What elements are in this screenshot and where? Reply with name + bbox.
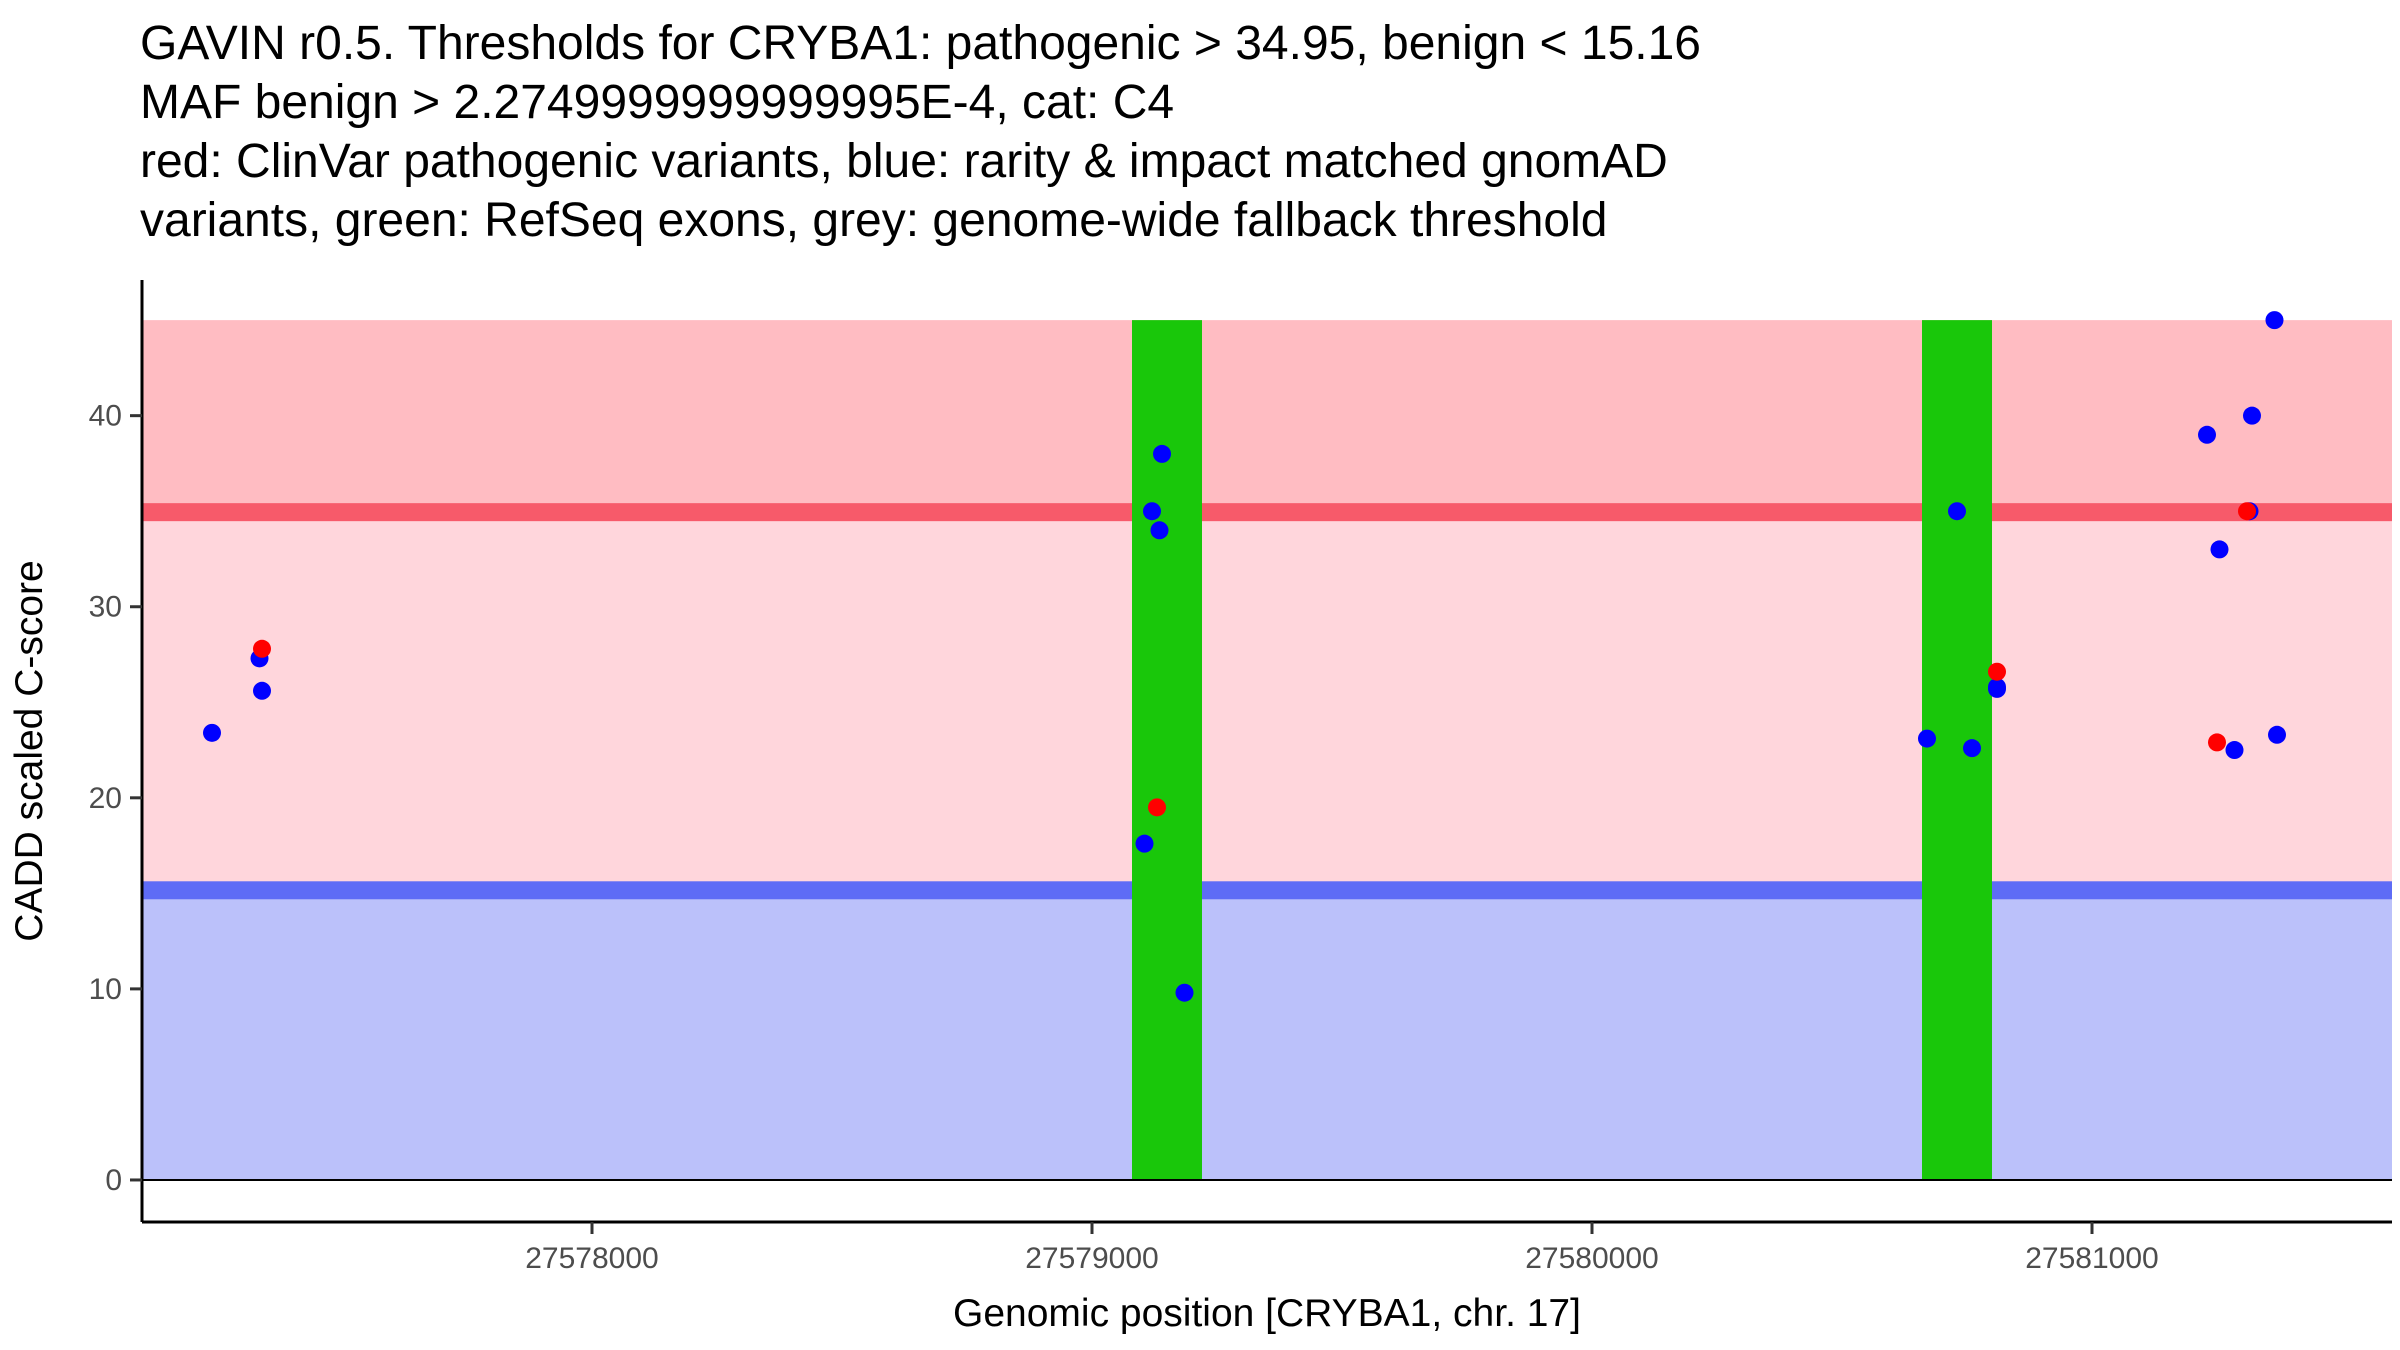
title-line-2: MAF benign > 2.2749999999999995E-4, cat:… [140,76,1175,129]
title-line-3: red: ClinVar pathogenic variants, blue: … [140,135,1668,188]
y-tick-label: 20 [89,782,122,815]
benign-threshold-line [142,881,2392,900]
gnomad-point [1918,729,1936,748]
x-tick-label: 27579000 [1025,1242,1158,1275]
exon-bar-2 [1922,320,1992,1180]
gnomad-point [1175,983,1194,1002]
axes: 0 10 20 30 40 27578000 27579000 27580000 2758100… [89,280,2392,1275]
x-tick-label: 27578000 [525,1242,658,1275]
gnomad-point [2243,406,2261,425]
gnomad-point [2268,725,2286,744]
exon-bars [1132,320,1992,1180]
x-tick-label: 27581000 [2025,1242,2158,1275]
y-tick-label: 10 [89,973,122,1006]
gnomad-point [1963,739,1981,758]
exon-bar-1 [1132,320,1202,1180]
gnomad-point [2198,425,2216,444]
x-tick-label: 27580000 [1525,1242,1658,1275]
y-tick-label: 0 [105,1164,122,1197]
gnomad-point [1153,444,1171,463]
y-tick-label: 40 [89,400,122,433]
region-between [142,512,2392,891]
gnomad-point [203,723,221,742]
title-line-4: variants, green: RefSeq exons, grey: gen… [140,194,1608,247]
pathogenic-threshold-line [142,503,2392,522]
chart-title: GAVIN r0.5. Thresholds for CRYBA1: patho… [140,14,1701,250]
y-axis-title: CADD scaled C-score [8,560,51,941]
gnomad-point [1150,521,1169,540]
clinvar-point [1988,662,2006,681]
y-tick-label: 30 [89,591,122,624]
title-line-1: GAVIN r0.5. Thresholds for CRYBA1: patho… [140,17,1701,70]
clinvar-point [2238,502,2256,521]
clinvar-point [1148,798,1166,817]
clinvar-point [253,639,271,658]
gnomad-point [1948,502,1966,521]
region-benign [142,899,2392,1180]
threshold-lines [142,503,2392,900]
gnomad-point [2210,540,2229,559]
gnomad-point [2225,741,2244,760]
variant-points [203,311,2286,1002]
gnomad-point [1143,502,1161,521]
gnomad-point [253,681,271,700]
threshold-regions [142,320,2392,1180]
clinvar-point [2208,733,2226,752]
gnomad-point [1135,834,1154,853]
gnomad-point [1988,679,2006,698]
x-axis-title: Genomic position [CRYBA1, chr. 17] [953,1292,1581,1335]
region-pathogenic [142,320,2392,506]
gnomad-point [2265,311,2284,330]
